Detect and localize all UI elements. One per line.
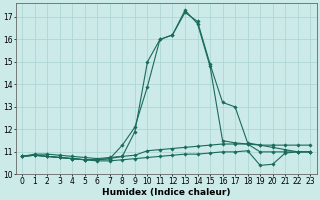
- X-axis label: Humidex (Indice chaleur): Humidex (Indice chaleur): [102, 188, 230, 197]
